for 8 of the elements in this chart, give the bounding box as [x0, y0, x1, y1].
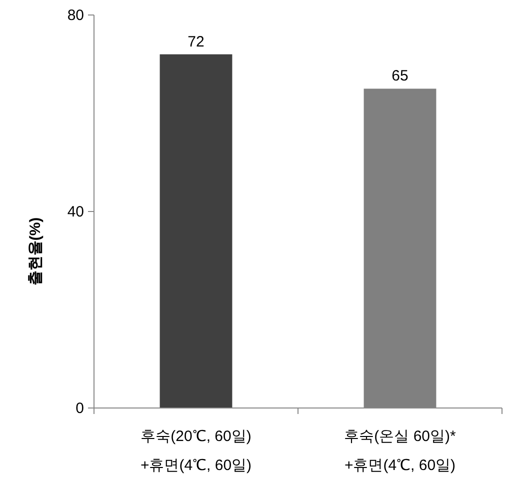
y-tick-label: 40: [67, 204, 84, 220]
x-tick-label: 후숙(온실 60일)* +휴면(4℃, 60일): [344, 428, 456, 474]
y-tick-label: 80: [67, 7, 84, 24]
data-label: 65: [392, 68, 408, 85]
y-axis-title: 출현율(%): [27, 217, 44, 286]
data-label: 72: [188, 33, 204, 50]
x-tick-label: 후숙(20℃, 60일) +휴면(4℃, 60일): [140, 428, 252, 474]
y-tick-label: 0: [76, 400, 84, 417]
